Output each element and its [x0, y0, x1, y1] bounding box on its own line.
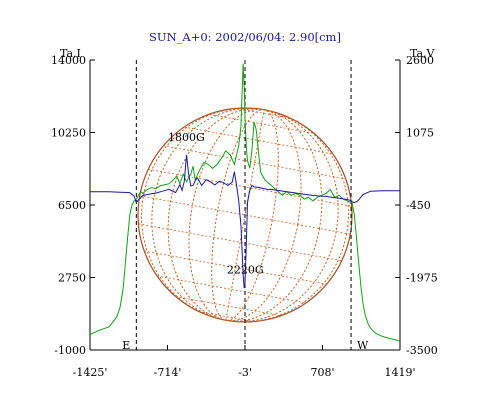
intensity-curve — [89, 63, 401, 342]
left-tick-label: 10250 — [51, 127, 86, 140]
x-tick-label: -714' — [154, 366, 182, 379]
y-axis-label-left: Ta,I — [60, 47, 81, 60]
left-tick-label: 2750 — [58, 272, 86, 285]
x-tick-label: 1419' — [384, 366, 415, 379]
right-tick-label: 1075 — [406, 127, 434, 140]
x-tick-label: 708' — [310, 366, 334, 379]
latitude-line — [156, 275, 306, 304]
polarization-curve — [90, 155, 400, 289]
left-tick-label: 6500 — [58, 199, 86, 212]
tick-labels: 14000 10250 6500 2750 -1000 2600 1075 -450 -1975… — [51, 54, 438, 379]
right-tick-label: 2600 — [406, 54, 434, 67]
limb-label: E — [122, 339, 130, 352]
x-tick-label: -3' — [238, 366, 252, 379]
latitude-line — [208, 113, 315, 134]
right-tick-label: -3500 — [406, 344, 438, 357]
latitude-line — [148, 168, 352, 207]
latitude-line — [163, 145, 346, 180]
chart-title: SUN_A+0: 2002/06/04: 2.90[cm] — [149, 30, 341, 44]
left-tick-label: -1000 — [54, 344, 86, 357]
field-annotation: 2220G — [227, 264, 264, 277]
y-axis-label-right: Ta,V — [410, 47, 436, 60]
x-tick-label: -1425' — [73, 366, 108, 379]
right-tick-label: -1975 — [406, 272, 438, 285]
latitude-line — [199, 311, 254, 323]
latitude-line — [138, 223, 342, 262]
left-tick-label: 14000 — [51, 54, 86, 67]
field-annotation: 1800G — [168, 131, 205, 144]
limb-markers — [135, 60, 352, 350]
series-layer — [89, 63, 401, 342]
right-tick-label: -450 — [406, 199, 431, 212]
limb-label: W — [357, 339, 369, 352]
plot-frame — [89, 59, 401, 351]
latitude-line — [184, 126, 334, 155]
longitude-line — [141, 107, 349, 323]
